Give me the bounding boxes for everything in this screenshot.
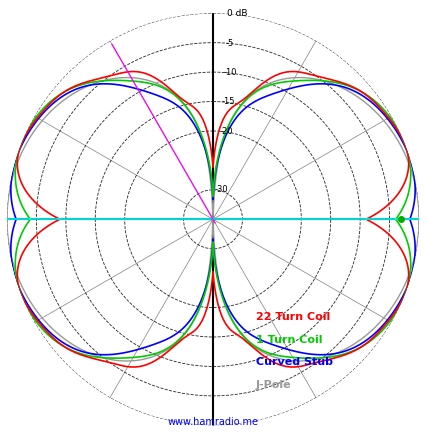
Text: J-Pole: J-Pole <box>256 380 291 390</box>
Text: -5: -5 <box>225 39 233 48</box>
Text: -30: -30 <box>215 185 229 194</box>
Text: -15: -15 <box>221 97 235 106</box>
Text: Curved Stub: Curved Stub <box>256 357 333 367</box>
Text: 0 dB: 0 dB <box>227 9 248 18</box>
Text: 1 Turn Coil: 1 Turn Coil <box>256 335 322 345</box>
Text: 22 Turn Coil: 22 Turn Coil <box>256 312 330 322</box>
Text: -20: -20 <box>219 127 233 136</box>
Text: -10: -10 <box>223 68 237 77</box>
Text: www.hamradio.me: www.hamradio.me <box>167 417 259 427</box>
